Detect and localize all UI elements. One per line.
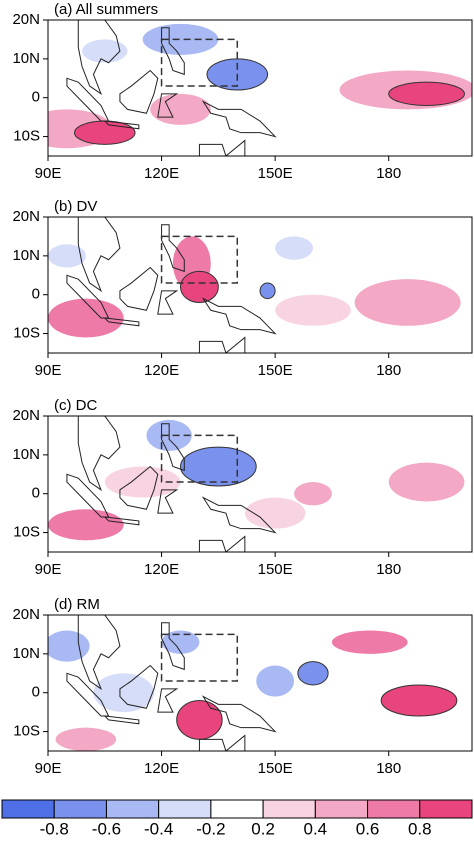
field bbox=[44, 615, 457, 751]
anomaly-region bbox=[56, 728, 117, 751]
field bbox=[48, 416, 464, 552]
panel-title: (a) All summers bbox=[54, 1, 158, 18]
map-panel: (a) All summers 20N 10N 0 10S 90E 120E 150E 180 bbox=[12, 1, 474, 182]
x-tick-label: 180 bbox=[376, 165, 401, 182]
anomaly-region bbox=[381, 685, 457, 716]
anomaly-region bbox=[294, 482, 332, 505]
colorbar-box bbox=[159, 800, 211, 818]
anomaly-region bbox=[48, 299, 124, 338]
colorbar-box bbox=[211, 800, 263, 818]
y-tick-label: 20N bbox=[12, 407, 40, 424]
colorbar-box bbox=[420, 800, 472, 818]
colorbar-label: -0.6 bbox=[92, 819, 121, 838]
x-tick-label: 180 bbox=[376, 561, 401, 578]
anomaly-region bbox=[389, 463, 465, 502]
y-tick-label: 20N bbox=[12, 11, 40, 28]
coastline bbox=[199, 337, 244, 353]
coastline bbox=[203, 299, 275, 334]
y-tick-label: 0 bbox=[32, 286, 40, 303]
anomaly-region bbox=[48, 509, 124, 540]
colorbar-label: -0.2 bbox=[196, 819, 225, 838]
colorbar-label: -0.4 bbox=[144, 819, 173, 838]
colorbar-box bbox=[368, 800, 420, 818]
anomaly-region bbox=[181, 447, 257, 486]
x-tick-label: 120E bbox=[144, 561, 179, 578]
y-tick-label: 10N bbox=[12, 645, 40, 662]
x-tick-label: 150E bbox=[258, 760, 293, 777]
field bbox=[22, 20, 474, 156]
colorbar-box bbox=[263, 800, 315, 818]
anomaly-region bbox=[275, 236, 313, 259]
coastline bbox=[199, 536, 244, 552]
colorbar-label: -0.8 bbox=[40, 819, 69, 838]
panel-title: (b) DV bbox=[54, 198, 97, 215]
x-tick-label: 90E bbox=[35, 362, 62, 379]
y-tick-label: 0 bbox=[32, 485, 40, 502]
x-tick-label: 90E bbox=[35, 165, 62, 182]
colorbar-label: 0.2 bbox=[251, 819, 275, 838]
coastline bbox=[158, 291, 177, 314]
colorbar-box bbox=[315, 800, 367, 818]
y-tick-label: 0 bbox=[32, 89, 40, 106]
x-tick-label: 150E bbox=[258, 561, 293, 578]
coastline bbox=[158, 689, 177, 712]
anomaly-region bbox=[389, 82, 465, 105]
anomaly-region bbox=[44, 631, 89, 662]
colorbar-box bbox=[2, 800, 54, 818]
anomaly-region bbox=[355, 279, 461, 326]
anomaly-region bbox=[298, 662, 328, 685]
y-tick-label: 10S bbox=[13, 325, 40, 342]
colorbar-box bbox=[54, 800, 106, 818]
y-tick-label: 10S bbox=[13, 524, 40, 541]
coastline bbox=[199, 140, 244, 156]
anomaly-region bbox=[275, 295, 351, 326]
x-tick-label: 120E bbox=[144, 760, 179, 777]
coastline bbox=[105, 716, 139, 724]
colorbar-label: 0.4 bbox=[304, 819, 328, 838]
x-tick-label: 150E bbox=[258, 362, 293, 379]
anomaly-region bbox=[256, 666, 294, 697]
x-tick-label: 90E bbox=[35, 760, 62, 777]
anomaly-region bbox=[181, 271, 219, 302]
field bbox=[48, 217, 461, 353]
map-panel: (c) DC 20N 10N 0 10S 90E 120E 150E 180 bbox=[12, 397, 472, 578]
y-tick-label: 10N bbox=[12, 446, 40, 463]
x-tick-label: 150E bbox=[258, 165, 293, 182]
y-tick-label: 10S bbox=[13, 128, 40, 145]
y-tick-label: 10S bbox=[13, 723, 40, 740]
colorbar-box bbox=[106, 800, 158, 818]
y-tick-label: 20N bbox=[12, 606, 40, 623]
y-tick-label: 10N bbox=[12, 247, 40, 264]
y-tick-label: 10N bbox=[12, 50, 40, 67]
y-tick-label: 20N bbox=[12, 208, 40, 225]
colorbar-label: 0.8 bbox=[408, 819, 432, 838]
map-panel: (d) RM 20N 10N 0 10S 90E 120E 150E 180 bbox=[12, 596, 472, 777]
y-tick-label: 0 bbox=[32, 684, 40, 701]
panel-title: (d) RM bbox=[54, 596, 100, 613]
anomaly-region bbox=[332, 631, 408, 654]
anomaly-region bbox=[93, 673, 154, 712]
x-tick-label: 180 bbox=[376, 760, 401, 777]
panel-title: (c) DC bbox=[54, 397, 97, 414]
coastline bbox=[120, 268, 158, 311]
colorbar-label: 0.6 bbox=[356, 819, 380, 838]
anomaly-region bbox=[260, 283, 275, 299]
x-tick-label: 180 bbox=[376, 362, 401, 379]
anomaly-region bbox=[82, 39, 127, 62]
x-tick-label: 120E bbox=[144, 165, 179, 182]
anomaly-region bbox=[177, 700, 222, 739]
coastline bbox=[203, 102, 275, 137]
map-panel: (b) DV 20N 10N 0 10S 90E 120E 150E 180 bbox=[12, 198, 472, 379]
anomaly-region bbox=[75, 121, 136, 144]
x-tick-label: 90E bbox=[35, 561, 62, 578]
x-tick-label: 120E bbox=[144, 362, 179, 379]
